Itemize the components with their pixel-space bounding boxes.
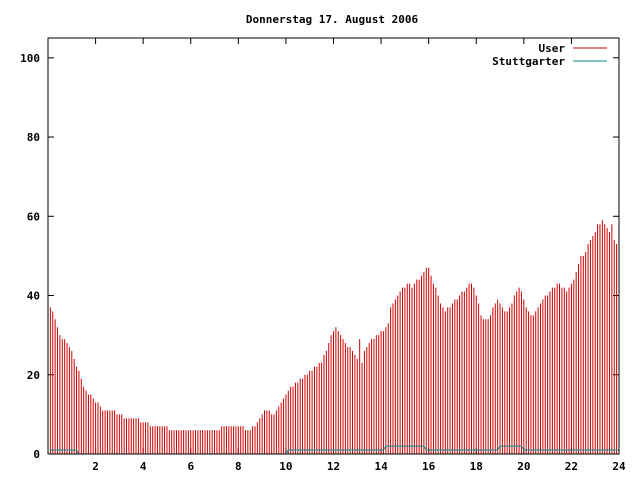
x-tick-label: 16 [422,460,436,473]
x-tick-label: 14 [374,460,388,473]
x-tick-label: 10 [279,460,292,473]
x-tick-label: 20 [517,460,530,473]
plot-frame [47,37,620,455]
y-axis-ticks: 0 20 40 60 80 100 [20,52,619,461]
y-tick-label: 0 [33,448,40,461]
y-tick-label: 20 [27,369,40,382]
x-tick-label: 22 [565,460,578,473]
x-tick-label: 6 [187,460,194,473]
y-tick-label: 60 [27,210,40,223]
x-axis-ticks: 2 4 6 8 10 12 14 16 18 20 22 24 [92,38,626,473]
x-tick-label: 4 [140,460,147,473]
x-tick-label: 12 [327,460,340,473]
series-user-bars [49,220,618,454]
y-tick-label: 80 [27,131,40,144]
x-tick-label: 8 [235,460,242,473]
legend-label: Stuttgarter [492,55,565,68]
chart-title: Donnerstag 17. August 2006 [246,13,419,26]
y-tick-label: 40 [27,290,40,303]
x-tick-label: 24 [612,460,626,473]
legend-label: User [539,42,566,55]
x-tick-label: 18 [470,460,483,473]
y-tick-label: 100 [20,52,40,65]
x-tick-label: 2 [92,460,99,473]
